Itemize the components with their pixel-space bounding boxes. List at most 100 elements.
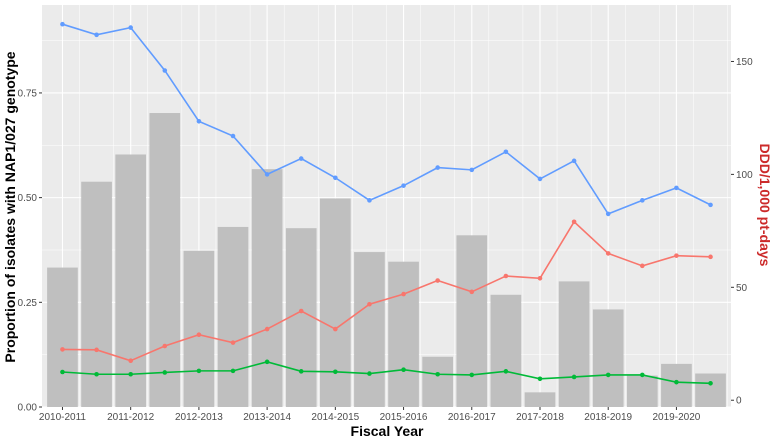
series-point-2 (94, 347, 99, 353)
bar (626, 375, 658, 407)
series-point-1 (60, 21, 65, 27)
series-point-3 (264, 359, 270, 365)
series-point-2 (60, 347, 65, 352)
right-tick-label: 100 (736, 170, 753, 181)
series-point-2 (674, 253, 679, 258)
x-tick-label: 2013-2014 (243, 412, 291, 423)
series-point-2 (264, 326, 270, 332)
series-point-3 (571, 374, 577, 380)
series-point-3 (674, 379, 679, 385)
series-point-2 (162, 343, 168, 349)
series-point-3 (503, 369, 509, 374)
bar (81, 181, 112, 407)
bar (388, 261, 419, 407)
series-point-2 (571, 219, 577, 225)
series-point-1 (298, 156, 304, 161)
series-point-1 (640, 198, 645, 203)
left-tick-label: 0.00 (18, 403, 38, 414)
series-point-3 (162, 370, 168, 375)
x-tick-label: 2015-2016 (380, 412, 428, 423)
bar (183, 250, 215, 407)
series-point-2 (640, 263, 645, 269)
x-tick-label: 2011-2012 (107, 412, 155, 423)
series-point-1 (128, 25, 133, 30)
series-point-3 (128, 371, 133, 377)
bar (217, 226, 249, 407)
bar (149, 113, 181, 407)
x-tick-label: 2019-2020 (653, 412, 701, 423)
bar (422, 356, 454, 407)
series-point-1 (94, 32, 99, 38)
series-point-1 (230, 133, 236, 139)
series-point-2 (469, 289, 475, 295)
series-point-3 (708, 380, 713, 386)
series-point-3 (367, 371, 372, 376)
series-point-2 (128, 358, 133, 364)
series-point-1 (537, 176, 543, 182)
series-point-3 (640, 372, 645, 378)
series-point-1 (469, 167, 475, 173)
bar (695, 373, 726, 407)
bar (47, 267, 78, 407)
series-point-2 (503, 273, 509, 279)
x-tick-label: 2014-2015 (311, 412, 359, 423)
series-point-1 (162, 68, 168, 73)
bar (115, 154, 147, 407)
x-tick-label: 2012-2013 (175, 412, 223, 423)
bar (524, 392, 556, 407)
series-point-2 (196, 332, 202, 338)
series-point-1 (503, 149, 509, 155)
bar (558, 281, 590, 407)
y-axis-title-left: Proportion of isolates with NAP1/027 gen… (2, 51, 18, 362)
x-tick-label: 2016-2017 (448, 412, 496, 423)
series-line-2 (62, 220, 711, 362)
series-point-3 (94, 371, 99, 377)
series-point-2 (435, 278, 440, 283)
series-point-3 (333, 369, 338, 375)
right-axis-ticks: 0 50 100 150 (731, 57, 753, 407)
series-point-3 (469, 372, 475, 378)
bar (319, 198, 351, 407)
series-point-3 (537, 376, 543, 382)
bar (285, 228, 317, 407)
bar (592, 309, 624, 407)
series-point-3 (60, 369, 65, 375)
bar-series (47, 113, 726, 407)
series-point-3 (196, 368, 202, 374)
series-line-3 (62, 361, 711, 385)
line-series (62, 23, 711, 385)
left-tick-label: 0.50 (18, 193, 38, 204)
x-axis-title: Fiscal Year (351, 423, 424, 439)
series-line-1 (62, 23, 711, 215)
bar (251, 169, 283, 407)
minor-gridlines (42, 5, 731, 407)
series-point-1 (605, 211, 611, 217)
series-point-1 (435, 165, 440, 170)
bar (354, 252, 385, 407)
right-tick-label: 150 (736, 57, 753, 68)
line-points (60, 21, 713, 386)
series-point-1 (708, 202, 713, 208)
series-point-1 (264, 172, 270, 177)
series-point-1 (367, 198, 372, 203)
bar (490, 294, 522, 407)
right-tick-label: 0 (736, 396, 742, 407)
series-point-2 (298, 308, 304, 314)
series-point-1 (571, 158, 577, 164)
series-point-2 (367, 301, 372, 307)
series-point-2 (605, 251, 611, 256)
x-tick-label: 2017-2018 (516, 412, 564, 423)
series-point-3 (401, 367, 406, 373)
series-point-2 (333, 326, 338, 332)
series-point-1 (401, 183, 406, 188)
series-point-2 (537, 275, 543, 281)
series-point-3 (435, 371, 440, 377)
series-point-1 (196, 119, 202, 124)
series-point-3 (298, 369, 304, 374)
x-tick-label: 2018-2019 (584, 412, 632, 423)
y-axis-title-right: DDD/1,000 pt-days (757, 144, 773, 267)
series-point-3 (230, 368, 236, 374)
bar (661, 363, 692, 407)
x-axis-ticks: 2010-2011 2011-2012 2012-2013 2013-2014 2014… (39, 407, 701, 423)
